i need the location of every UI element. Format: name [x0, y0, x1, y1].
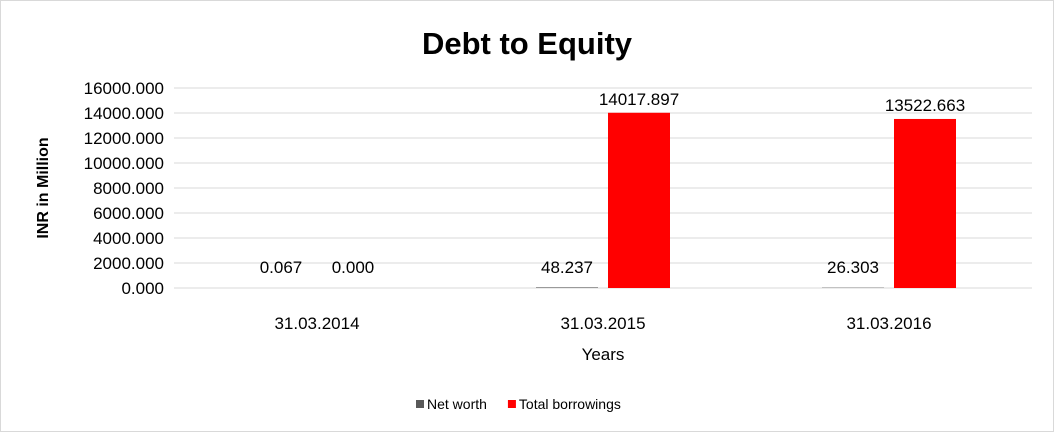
legend-label: Total borrowings [519, 396, 621, 412]
y-axis-label: INR in Million [35, 137, 52, 238]
y-tick-label: 4000.000 [93, 229, 164, 248]
data-label: 0.067 [260, 258, 303, 277]
y-tick-label: 10000.000 [84, 154, 164, 173]
y-tick-label: 16000.000 [84, 79, 164, 98]
x-tick-label: 31.03.2015 [560, 314, 645, 333]
legend-swatch [507, 400, 516, 408]
y-tick-label: 0.000 [121, 279, 164, 298]
data-label: 48.237 [541, 258, 593, 277]
x-axis-label: Years [582, 345, 625, 364]
y-tick-label: 14000.000 [84, 104, 164, 123]
bar-total-borrowings [608, 112, 670, 288]
legend-swatch [416, 400, 424, 408]
y-tick-label: 8000.000 [93, 179, 164, 198]
x-tick-label: 31.03.2016 [846, 314, 931, 333]
data-label: 14017.897 [599, 90, 679, 109]
legend-label: Net worth [427, 396, 487, 412]
y-tick-label: 12000.000 [84, 129, 164, 148]
y-tick-label: 2000.000 [93, 254, 164, 273]
data-label: 13522.663 [885, 96, 965, 115]
data-label: 0.000 [332, 258, 375, 277]
y-tick-label: 6000.000 [93, 204, 164, 223]
bar-total-borrowings [894, 118, 956, 289]
data-label: 26.303 [827, 258, 879, 277]
x-tick-label: 31.03.2014 [274, 314, 359, 333]
chart-title: Debt to Equity [422, 26, 633, 61]
bar-net-worth [536, 287, 598, 288]
